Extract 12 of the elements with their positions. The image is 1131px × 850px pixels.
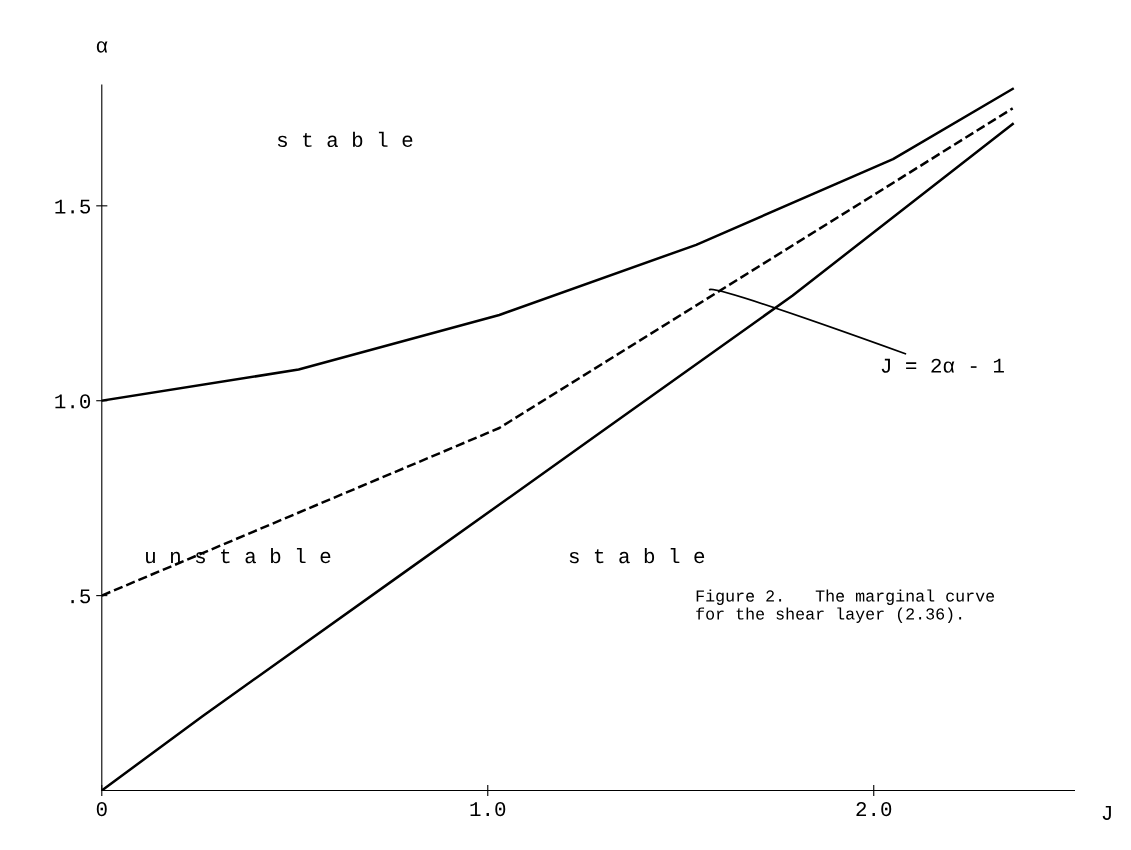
annotation: s t a b l e: [277, 131, 413, 148]
x-tick-label: 1.0: [470, 802, 506, 817]
annotation: s t a b l e: [569, 547, 705, 564]
y-axis-title: α: [96, 41, 108, 53]
x-tick-label: 0: [96, 802, 107, 817]
annotation: J = 2α - 1: [881, 358, 1004, 373]
y-tick-label: .5: [71, 589, 91, 604]
y-tick-label: 1.5: [55, 199, 91, 214]
y-tick-label: 1.0: [55, 394, 91, 409]
annotation: Figure 2. The marginal curve for the shear layer (2.36).: [696, 589, 995, 623]
x-tick-label: 2.0: [856, 802, 892, 817]
x-axis-title: J: [1102, 805, 1111, 820]
